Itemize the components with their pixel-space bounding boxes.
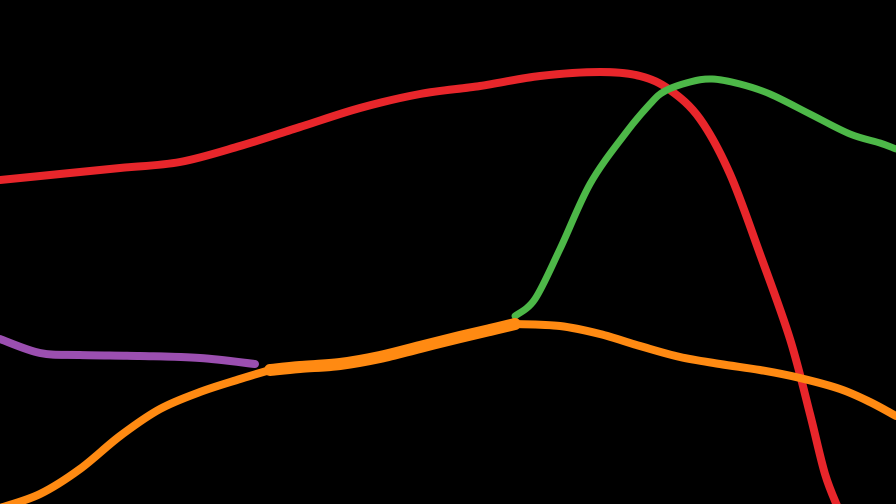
series-layer xyxy=(0,68,896,504)
series-line-4 xyxy=(0,366,274,504)
series-line-6 xyxy=(511,320,896,420)
series-line-1 xyxy=(0,68,841,504)
series-line-3 xyxy=(0,335,259,368)
series-line-5 xyxy=(264,318,521,376)
series-line-2 xyxy=(511,75,896,320)
